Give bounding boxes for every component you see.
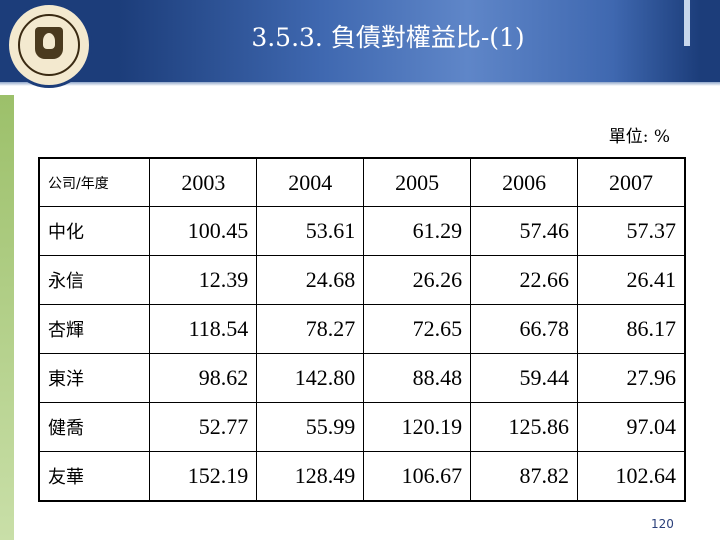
page-number: 120 [651, 517, 674, 531]
title-banner-glow [118, 0, 700, 82]
table-row: 東洋 98.62 142.80 88.48 59.44 27.96 [38, 353, 686, 403]
company-name: 友華 [38, 451, 151, 502]
ratio-cell: 52.77 [149, 402, 258, 452]
company-name: 永信 [38, 255, 151, 305]
table-row: 友華 152.19 128.49 106.67 87.82 102.64 [38, 451, 686, 502]
table-row: 健喬 52.77 55.99 120.19 125.86 97.04 [38, 402, 686, 452]
seal-ring [18, 14, 80, 76]
ratio-cell: 72.65 [363, 304, 472, 354]
debt-equity-table: 公司/年度 2003 2004 2005 2006 2007 中化 100.45… [38, 157, 686, 502]
side-decoration-stripe [0, 95, 14, 540]
ratio-cell: 128.49 [256, 451, 365, 502]
year-header: 2004 [256, 157, 365, 207]
company-name: 杏輝 [38, 304, 151, 354]
year-header: 2006 [470, 157, 579, 207]
ratio-cell: 100.45 [149, 206, 258, 256]
company-name: 中化 [38, 206, 151, 256]
ratio-cell: 78.27 [256, 304, 365, 354]
ratio-cell: 27.96 [577, 353, 686, 403]
ratio-cell: 106.67 [363, 451, 472, 502]
university-seal-icon [6, 2, 92, 88]
table-header-row: 公司/年度 2003 2004 2005 2006 2007 [38, 157, 686, 207]
ratio-cell: 87.82 [470, 451, 579, 502]
ratio-cell: 22.66 [470, 255, 579, 305]
ratio-cell: 142.80 [256, 353, 365, 403]
ratio-cell: 57.37 [577, 206, 686, 256]
ratio-cell: 86.17 [577, 304, 686, 354]
company-name: 健喬 [38, 402, 151, 452]
title-banner-accent [684, 0, 690, 46]
ratio-cell: 59.44 [470, 353, 579, 403]
year-header: 2005 [363, 157, 472, 207]
seal-emblem [35, 27, 63, 59]
ratio-cell: 57.46 [470, 206, 579, 256]
ratio-cell: 55.99 [256, 402, 365, 452]
year-header: 2007 [577, 157, 686, 207]
ratio-cell: 152.19 [149, 451, 258, 502]
table-row: 杏輝 118.54 78.27 72.65 66.78 86.17 [38, 304, 686, 354]
ratio-cell: 125.86 [470, 402, 579, 452]
table-row: 中化 100.45 53.61 61.29 57.46 57.37 [38, 206, 686, 256]
year-header: 2003 [149, 157, 258, 207]
ratio-cell: 24.68 [256, 255, 365, 305]
ratio-cell: 98.62 [149, 353, 258, 403]
title-banner-shadow [0, 82, 720, 86]
ratio-cell: 118.54 [149, 304, 258, 354]
ratio-cell: 88.48 [363, 353, 472, 403]
ratio-cell: 26.41 [577, 255, 686, 305]
ratio-cell: 12.39 [149, 255, 258, 305]
unit-label: 單位: % [608, 127, 670, 147]
ratio-cell: 102.64 [577, 451, 686, 502]
ratio-cell: 26.26 [363, 255, 472, 305]
company-name: 東洋 [38, 353, 151, 403]
slide-title: 3.5.3. 負債對權益比-(1) [251, 23, 525, 52]
ratio-cell: 120.19 [363, 402, 472, 452]
ratio-cell: 53.61 [256, 206, 365, 256]
ratio-cell: 97.04 [577, 402, 686, 452]
ratio-cell: 66.78 [470, 304, 579, 354]
table-row: 永信 12.39 24.68 26.26 22.66 26.41 [38, 255, 686, 305]
corner-header: 公司/年度 [38, 157, 151, 207]
ratio-cell: 61.29 [363, 206, 472, 256]
